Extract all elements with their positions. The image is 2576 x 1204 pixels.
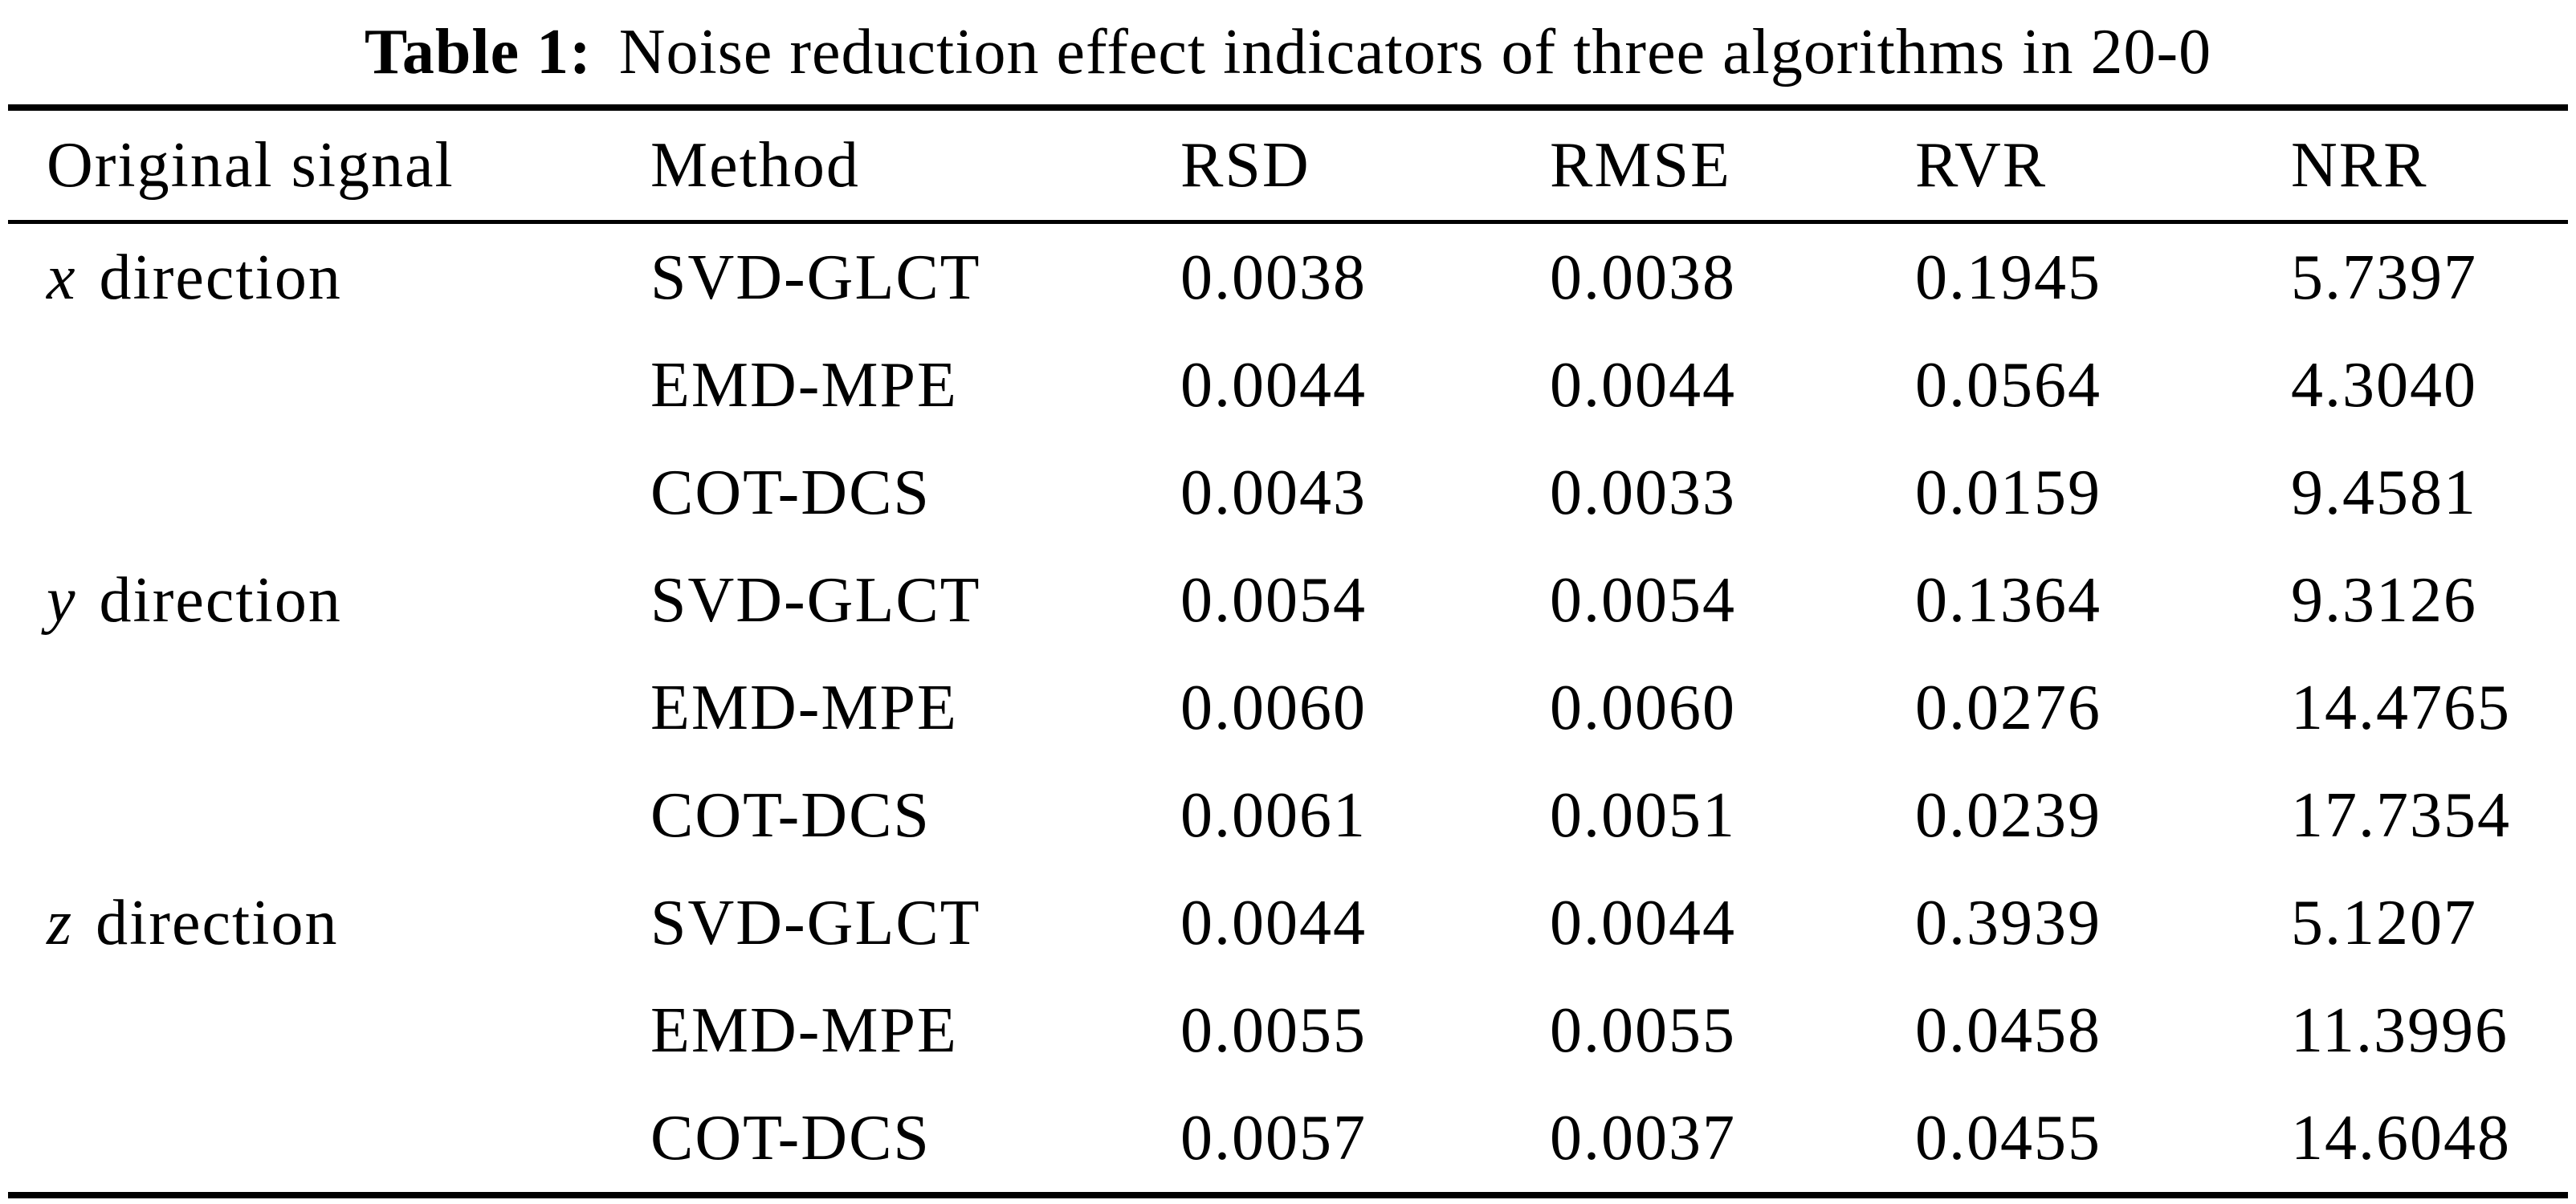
signal-direction-letter: z <box>47 887 74 958</box>
nrr-value: 14.6048 <box>2291 1102 2511 1173</box>
table-caption-label: Table 1: <box>364 16 592 87</box>
method-cell: COT-DCS <box>650 457 931 528</box>
table-row: y direction SVD-GLCT 0.0054 0.0054 0.136… <box>0 547 2576 654</box>
rmse-value: 0.0055 <box>1550 995 1736 1066</box>
signal-cell: x direction <box>0 242 650 315</box>
nrr-value: 11.3996 <box>2291 995 2509 1066</box>
method-cell: COT-DCS <box>650 779 931 851</box>
rmse-value: 0.0044 <box>1550 887 1736 958</box>
column-header-rsd: RSD <box>1180 129 1310 201</box>
rmse-value: 0.0044 <box>1550 349 1736 421</box>
signal-direction-letter: y <box>47 564 77 636</box>
signal-direction-letter <box>47 673 51 743</box>
column-header-rvr: RVR <box>1915 129 2048 201</box>
table-caption-text: Noise reduction effect indicators of thr… <box>618 16 2212 87</box>
nrr-value: 9.4581 <box>2291 457 2477 528</box>
column-header-method: Method <box>650 129 860 201</box>
method-cell: SVD-GLCT <box>650 564 981 636</box>
signal-direction-letter <box>47 458 51 528</box>
signal-direction-letter <box>47 350 51 421</box>
signal-direction-word: direction <box>81 564 342 636</box>
signal-cell: y direction <box>0 564 650 637</box>
signal-direction-letter: x <box>47 242 77 313</box>
rmse-value: 0.0038 <box>1550 242 1736 313</box>
method-cell: EMD-MPE <box>650 349 958 421</box>
column-header-original-signal: Original signal <box>47 129 454 201</box>
rvr-value: 0.1364 <box>1915 564 2101 636</box>
rsd-value: 0.0060 <box>1180 672 1367 743</box>
table-row: COT-DCS 0.0061 0.0051 0.0239 17.7354 <box>0 762 2576 869</box>
rmse-value: 0.0051 <box>1550 779 1736 851</box>
rvr-value: 0.0276 <box>1915 672 2101 743</box>
signal-direction-letter <box>47 1103 51 1173</box>
rmse-value: 0.0054 <box>1550 564 1736 636</box>
rvr-value: 0.1945 <box>1915 242 2101 313</box>
rvr-value: 0.0159 <box>1915 457 2101 528</box>
rmse-value: 0.0033 <box>1550 457 1736 528</box>
rmse-value: 0.0037 <box>1550 1102 1736 1173</box>
rsd-value: 0.0044 <box>1180 887 1367 958</box>
table-row: EMD-MPE 0.0060 0.0060 0.0276 14.4765 <box>0 654 2576 762</box>
table-row: EMD-MPE 0.0044 0.0044 0.0564 4.3040 <box>0 332 2576 439</box>
rsd-value: 0.0057 <box>1180 1102 1367 1173</box>
table-top-rule <box>8 104 2568 111</box>
rvr-value: 0.3939 <box>1915 887 2101 958</box>
signal-direction-letter <box>47 995 51 1066</box>
rsd-value: 0.0038 <box>1180 242 1367 313</box>
table-header-row: Original signal Method RSD RMSE RVR NRR <box>0 111 2576 220</box>
nrr-value: 14.4765 <box>2291 672 2511 743</box>
table-header-rule <box>8 220 2568 224</box>
signal-cell <box>0 349 650 422</box>
rvr-value: 0.0239 <box>1915 779 2101 851</box>
rsd-value: 0.0044 <box>1180 349 1367 421</box>
nrr-value: 4.3040 <box>2291 349 2477 421</box>
signal-direction-letter <box>47 780 51 851</box>
nrr-value: 9.3126 <box>2291 564 2477 636</box>
nrr-value: 5.7397 <box>2291 242 2477 313</box>
rsd-value: 0.0054 <box>1180 564 1367 636</box>
rsd-value: 0.0061 <box>1180 779 1367 851</box>
method-cell: SVD-GLCT <box>650 887 981 958</box>
method-cell: EMD-MPE <box>650 672 958 743</box>
table-row: x direction SVD-GLCT 0.0038 0.0038 0.194… <box>0 224 2576 332</box>
table-row: COT-DCS 0.0057 0.0037 0.0455 14.6048 <box>0 1084 2576 1192</box>
rvr-value: 0.0455 <box>1915 1102 2101 1173</box>
rsd-value: 0.0043 <box>1180 457 1367 528</box>
table-row: COT-DCS 0.0043 0.0033 0.0159 9.4581 <box>0 439 2576 547</box>
rmse-value: 0.0060 <box>1550 672 1736 743</box>
method-cell: SVD-GLCT <box>650 242 981 313</box>
signal-cell <box>0 995 650 1068</box>
nrr-value: 17.7354 <box>2291 779 2511 851</box>
table-bottom-rule <box>8 1192 2568 1198</box>
column-header-rmse: RMSE <box>1550 129 1731 201</box>
signal-direction-word: direction <box>81 242 342 313</box>
table-row: EMD-MPE 0.0055 0.0055 0.0458 11.3996 <box>0 977 2576 1084</box>
rvr-value: 0.0564 <box>1915 349 2101 421</box>
signal-cell <box>0 457 650 530</box>
signal-cell <box>0 779 650 852</box>
rsd-value: 0.0055 <box>1180 995 1367 1066</box>
table-row: z direction SVD-GLCT 0.0044 0.0044 0.393… <box>0 869 2576 977</box>
method-cell: COT-DCS <box>650 1102 931 1173</box>
rvr-value: 0.0458 <box>1915 995 2101 1066</box>
signal-direction-word: direction <box>78 887 339 958</box>
signal-cell: z direction <box>0 887 650 960</box>
nrr-value: 5.1207 <box>2291 887 2477 958</box>
signal-cell <box>0 1102 650 1175</box>
method-cell: EMD-MPE <box>650 995 958 1066</box>
signal-cell <box>0 672 650 745</box>
table-caption: Table 1: Noise reduction effect indicato… <box>0 0 2576 104</box>
column-header-nrr: NRR <box>2291 129 2428 201</box>
